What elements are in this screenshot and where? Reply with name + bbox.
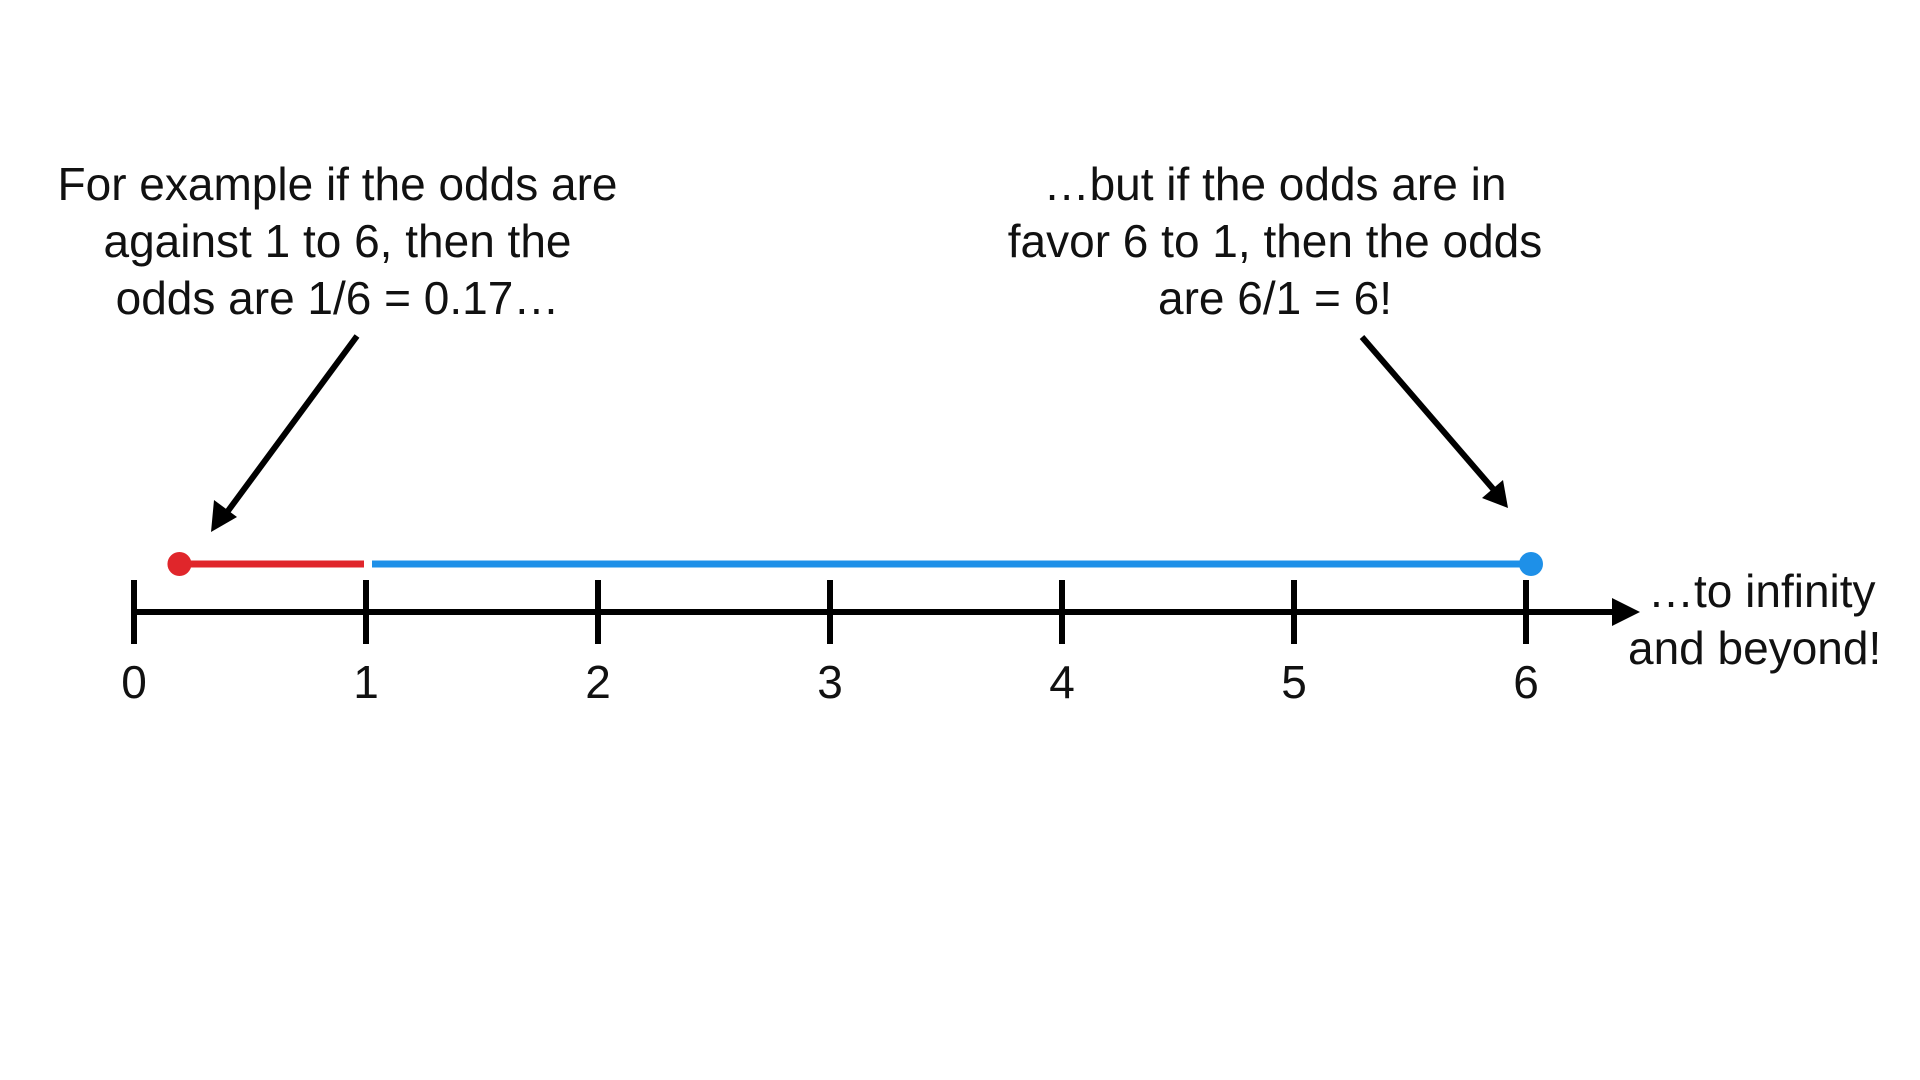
tick-label: 5 (1281, 656, 1307, 708)
odds-in-favor-note-line-2: favor 6 to 1, then the odds (1007, 215, 1543, 267)
odds-in-favor-note: …but if the odds are in favor 6 to 1, th… (960, 156, 1590, 327)
odds-against-note-line-1: For example if the odds are (57, 158, 618, 210)
odds-against-note: For example if the odds are against 1 to… (10, 156, 665, 327)
tick-label: 2 (585, 656, 611, 708)
left-pointer-arrow-shaft (222, 334, 360, 517)
odds-against-note-line-3: odds are 1/6 = 0.17… (115, 272, 560, 324)
number-line-axis: 0 1 2 3 4 5 6 (121, 580, 1640, 708)
odds-in-favor-endpoint-dot (1519, 552, 1543, 576)
right-pointer-arrowhead (1482, 480, 1508, 508)
odds-against-endpoint-dot (167, 552, 192, 576)
odds-in-favor-note-line-3: are 6/1 = 6! (1158, 272, 1392, 324)
tick-label: 3 (817, 656, 843, 708)
tick-label: 1 (353, 656, 379, 708)
right-pointer-arrow-shaft (1359, 335, 1497, 492)
tick-label: 6 (1513, 656, 1539, 708)
odds-against-note-line-2: against 1 to 6, then the (103, 215, 572, 267)
axis-arrowhead (1612, 598, 1640, 626)
infinity-note: …to infinity and beyond! (1628, 563, 1908, 677)
odds-segments (167, 552, 1543, 576)
left-pointer-arrowhead (211, 500, 237, 532)
tick-label: 0 (121, 656, 147, 708)
tick-label: 4 (1049, 656, 1075, 708)
odds-in-favor-note-line-1: …but if the odds are in (1043, 158, 1507, 210)
infinity-note-line-2: and beyond! (1628, 622, 1882, 674)
infinity-note-line-1: …to infinity (1648, 565, 1876, 617)
